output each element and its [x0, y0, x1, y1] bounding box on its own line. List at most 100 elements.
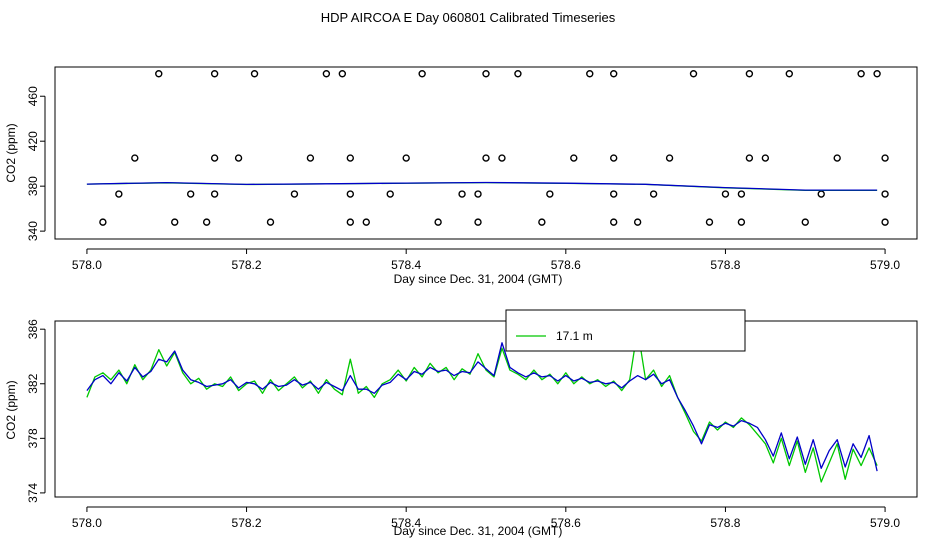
bottom-y-tick-label: 378 — [26, 428, 40, 448]
bottom-axes: 578.0 578.2 578.4 578.6 578.8 579.0 374 378 382 3… — [26, 319, 900, 530]
top-calibration-marker — [250, 70, 259, 78]
top-calibration-marker — [873, 70, 881, 78]
bottom-x-tick-label: 578.0 — [72, 516, 102, 530]
top-calibration-marker — [737, 190, 746, 198]
bottom-y-tick-label: 374 — [26, 483, 40, 503]
top-x-tick-label: 578.2 — [232, 258, 262, 272]
top-calibration-marker — [610, 154, 618, 162]
top-calibration-marker — [817, 190, 825, 198]
top-calibration-marker — [801, 218, 809, 226]
top-marks — [86, 70, 889, 226]
top-calibration-marker — [458, 190, 466, 198]
top-y-tick-label: 420 — [26, 131, 40, 151]
top-calibration-marker — [338, 70, 347, 78]
top-calibration-marker — [210, 154, 219, 162]
top-calibration-marker — [482, 70, 490, 78]
bottom-series-blue-line — [86, 342, 878, 472]
top-calibration-marker — [705, 218, 714, 226]
top-calibration-marker — [881, 190, 889, 198]
top-calibration-marker — [210, 190, 219, 198]
top-calibration-marker — [737, 218, 746, 226]
top-calibration-marker — [482, 154, 490, 162]
top-calibration-marker — [402, 154, 410, 162]
top-calibration-marker — [514, 70, 522, 78]
top-y-tick-label: 460 — [26, 86, 40, 106]
top-calibration-marker — [210, 70, 219, 78]
top-calibration-marker — [474, 190, 482, 198]
top-axes: 578.0 578.2 578.4 578.6 578.8 579.0 340 380 420 4… — [26, 86, 900, 272]
top-calibration-marker — [881, 154, 889, 162]
top-calibration-marker — [186, 190, 195, 198]
top-calibration-marker — [99, 218, 107, 226]
top-calibration-marker — [346, 190, 355, 198]
top-calibration-marker — [434, 218, 442, 226]
top-calibration-marker — [266, 218, 275, 226]
top-calibration-marker — [346, 218, 355, 226]
top-calibration-marker — [202, 218, 211, 226]
bottom-x-tick-label: 578.8 — [710, 516, 740, 530]
bottom-plot-frame — [54, 320, 918, 498]
top-calibration-marker — [155, 70, 163, 78]
top-calibration-marker — [610, 70, 618, 78]
legend-box — [505, 309, 746, 352]
top-calibration-marker — [586, 70, 594, 78]
top-calibration-marker — [498, 154, 506, 162]
top-calibration-marker — [290, 190, 299, 198]
top-calibration-marker — [745, 70, 754, 78]
top-y-tick-label: 340 — [26, 221, 40, 241]
bottom-y-axis-label: CO2 (ppm) — [4, 380, 18, 439]
bottom-series-green-line — [86, 328, 878, 483]
top-calibration-marker — [721, 190, 730, 198]
top-calibration-marker — [689, 70, 698, 78]
top-calibration-marker — [234, 154, 243, 162]
top-calibration-marker — [833, 154, 841, 162]
top-calibration-marker — [610, 218, 618, 226]
legend-label-17m: 17.1 m — [556, 329, 593, 343]
top-calibration-marker — [785, 70, 793, 78]
top-x-tick-label: 578.4 — [391, 258, 421, 272]
top-calibration-marker — [665, 154, 674, 162]
top-calibration-marker — [171, 218, 179, 226]
bottom-panel: 578.0 578.2 578.4 578.6 578.8 579.0 374 378 382 3… — [4, 309, 918, 538]
bottom-y-tick-label: 386 — [26, 319, 40, 339]
top-calibration-marker — [322, 70, 331, 78]
top-x-axis-label: Day since Dec. 31, 2004 (GMT) — [394, 272, 563, 286]
bottom-x-tick-label: 578.6 — [551, 516, 581, 530]
top-panel: 578.0 578.2 578.4 578.6 578.8 579.0 340 380 420 4… — [4, 66, 918, 286]
top-calibration-marker — [538, 218, 546, 226]
top-calibration-marker — [346, 154, 355, 162]
bottom-marks — [86, 328, 878, 483]
top-x-tick-label: 579.0 — [870, 258, 900, 272]
top-calibration-marker — [115, 190, 123, 198]
bottom-x-tick-label: 578.4 — [391, 516, 421, 530]
top-calibration-marker — [474, 218, 482, 226]
bottom-x-tick-label: 578.2 — [232, 516, 262, 530]
top-calibration-marker — [570, 154, 578, 162]
bottom-x-tick-label: 579.0 — [870, 516, 900, 530]
top-x-tick-label: 578.8 — [710, 258, 740, 272]
bottom-y-tick-label: 382 — [26, 373, 40, 393]
legend: 17.1 m — [505, 309, 746, 352]
top-calibration-marker — [610, 190, 618, 198]
top-calibration-marker — [362, 218, 370, 226]
top-calibration-marker — [386, 190, 394, 198]
top-calibration-marker — [745, 154, 754, 162]
top-y-tick-label: 380 — [26, 176, 40, 196]
top-calibration-marker — [131, 154, 139, 162]
top-y-axis-label: CO2 (ppm) — [4, 123, 18, 182]
top-calibration-marker — [306, 154, 315, 162]
top-calibration-marker — [881, 218, 889, 226]
top-x-tick-label: 578.6 — [551, 258, 581, 272]
top-x-tick-label: 578.0 — [72, 258, 102, 272]
top-series-blue-line — [86, 181, 878, 191]
top-plot-frame — [54, 66, 918, 240]
figure-title: HDP AIRCOA E Day 060801 Calibrated Times… — [321, 10, 616, 25]
top-calibration-marker — [546, 190, 554, 198]
top-calibration-marker — [633, 218, 642, 226]
bottom-x-axis-label: Day since Dec. 31, 2004 (GMT) — [394, 524, 563, 538]
top-calibration-marker — [418, 70, 426, 78]
top-calibration-marker — [649, 190, 658, 198]
top-calibration-marker — [761, 154, 770, 162]
